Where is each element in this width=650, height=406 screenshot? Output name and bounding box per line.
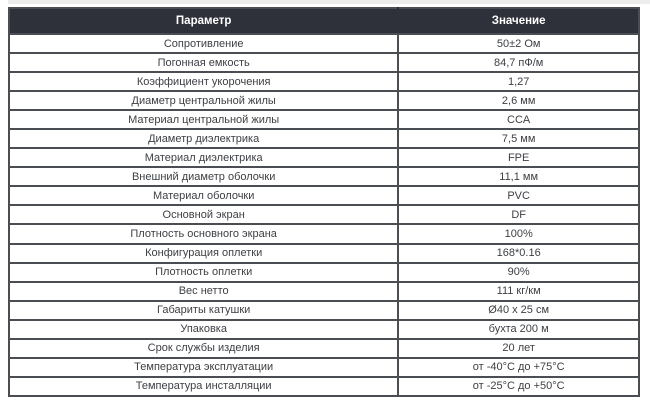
param-cell: Погонная емкость [7,52,400,74]
table-row: Диаметр диэлектрика 7,5 мм [7,128,640,150]
table-row: Температура эксплуатации от -40°C до +75… [7,356,640,378]
param-cell: Упаковка [7,318,400,340]
top-strip [8,0,650,4]
value-cell: 100% [397,223,640,245]
table-row: Материал оболочки PVC [7,185,640,207]
table-row: Диаметр центральной жилы 2,6 мм [7,90,640,112]
param-cell: Диаметр центральной жилы [7,90,400,112]
table-row: Материал диэлектрика FPE [7,147,640,169]
specs-table: Параметр Значение Сопротивление 50±2 Ом … [7,7,640,398]
table-row: Внешний диаметр оболочки 11,1 мм [7,166,640,188]
param-cell: Плотность оплетки [7,261,400,283]
param-cell: Срок службы изделия [7,337,400,359]
table-row: Коэффициент укорочения 1,27 [7,71,640,93]
value-cell: CCA [397,109,640,131]
table-row: Упаковка бухта 200 м [7,318,640,340]
value-cell: Ø40 x 25 см [397,299,640,321]
table-row: Габариты катушки Ø40 x 25 см [7,299,640,321]
table-row: Температура инсталляции от -25°C до +50°… [7,375,640,398]
table-row: Конфигурация оплетки 168*0.16 [7,242,640,264]
param-cell: Температура инсталляции [7,375,400,398]
table-row: Плотность основного экрана 100% [7,223,640,245]
value-cell: 90% [397,261,640,283]
table-row: Сопротивление 50±2 Ом [7,32,640,55]
param-cell: Вес нетто [7,280,400,302]
table-row: Погонная емкость 84,7 пФ/м [7,52,640,74]
param-cell: Материал центральной жилы [7,109,400,131]
table-row: Основной экран DF [7,204,640,226]
param-cell: Материал оболочки [7,185,400,207]
header-cell-param: Параметр [7,7,400,35]
value-cell: 50±2 Ом [397,32,640,55]
param-cell: Температура эксплуатации [7,356,400,378]
table-row: Плотность оплетки 90% [7,261,640,283]
param-cell: Материал диэлектрика [7,147,400,169]
table-body: Сопротивление 50±2 Ом Погонная емкость 8… [7,32,640,398]
value-cell: от -40°C до +75°C [397,356,640,378]
value-cell: 2,6 мм [397,90,640,112]
param-cell: Сопротивление [7,32,400,55]
table-row: Материал центральной жилы CCA [7,109,640,131]
table-row: Срок службы изделия 20 лет [7,337,640,359]
value-cell: 111 кг/км [397,280,640,302]
value-cell: PVC [397,185,640,207]
param-cell: Конфигурация оплетки [7,242,400,264]
param-cell: Плотность основного экрана [7,223,400,245]
header-cell-value: Значение [397,7,640,35]
value-cell: 11,1 мм [397,166,640,188]
value-cell: 20 лет [397,337,640,359]
value-cell: бухта 200 м [397,318,640,340]
table-header: Параметр Значение [7,7,640,35]
value-cell: 168*0.16 [397,242,640,264]
header-row: Параметр Значение [7,7,640,35]
value-cell: DF [397,204,640,226]
param-cell: Внешний диаметр оболочки [7,166,400,188]
value-cell: 1,27 [397,71,640,93]
param-cell: Диаметр диэлектрика [7,128,400,150]
param-cell: Габариты катушки [7,299,400,321]
param-cell: Коэффициент укорочения [7,71,400,93]
table-row: Вес нетто 111 кг/км [7,280,640,302]
value-cell: 84,7 пФ/м [397,52,640,74]
value-cell: FPE [397,147,640,169]
value-cell: 7,5 мм [397,128,640,150]
value-cell: от -25°C до +50°C [397,375,640,398]
param-cell: Основной экран [7,204,400,226]
